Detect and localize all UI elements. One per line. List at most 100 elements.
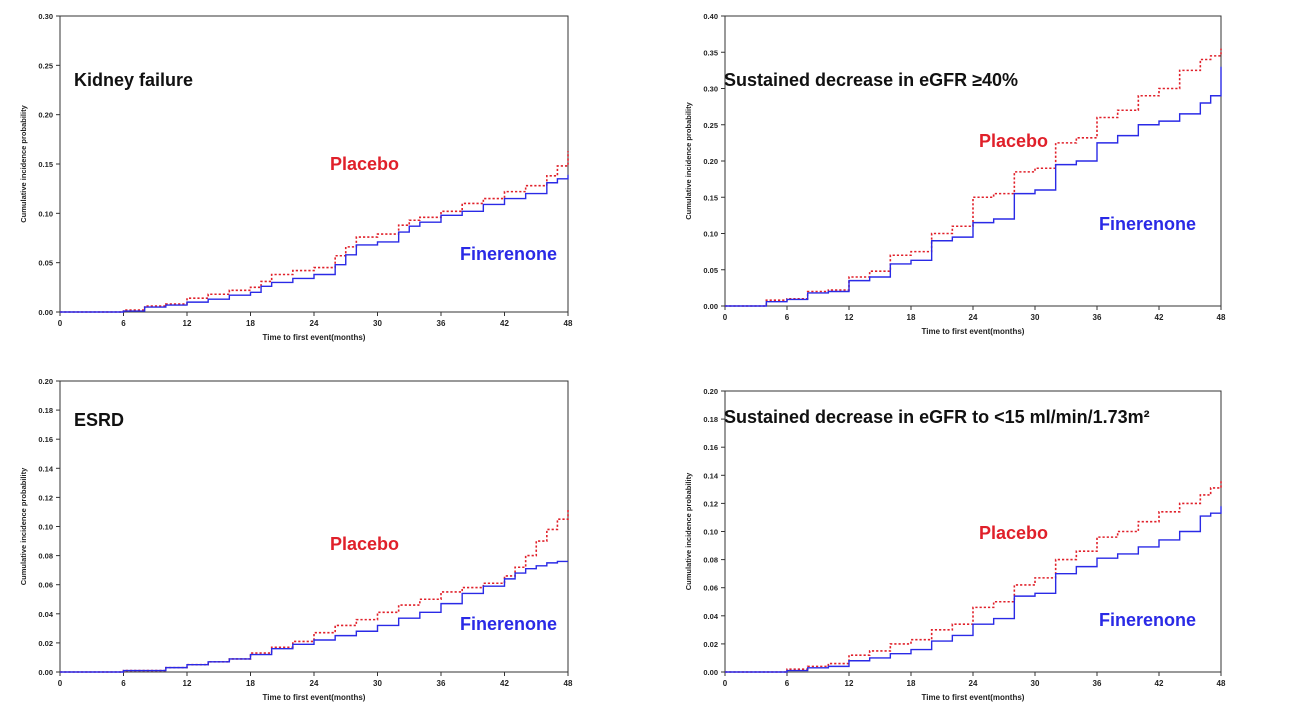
y-tick-label: 0.20 <box>703 157 718 166</box>
y-tick-label: 0.15 <box>703 193 718 202</box>
x-tick-label: 30 <box>373 319 382 328</box>
x-axis-label: Time to first event(months) <box>263 693 366 702</box>
y-tick-label: 0.20 <box>38 111 53 120</box>
chart-panel-kidney-failure: 0 6 12 18 24 30 36 42 48 0.00 0.05 0.10 0.15 0.20 0.25… <box>0 0 649 353</box>
chart-panel-egfr-40: 0 6 12 18 24 30 36 42 48 0.00 0.05 0.10 0.15 0.20 0.25… <box>649 0 1298 353</box>
x-tick-label: 48 <box>1217 313 1226 322</box>
y-tick-label: 0.10 <box>703 528 718 537</box>
y-tick-label: 0.05 <box>703 266 718 275</box>
chart-panel-egfr-15: 0 6 12 18 24 30 36 42 48 0.00 0.02 0.04 0.06 0.08 0.10… <box>649 353 1298 706</box>
x-tick-label: 24 <box>310 319 319 328</box>
y-tick-label: 0.20 <box>38 377 53 386</box>
x-tick-label: 30 <box>1031 313 1040 322</box>
y-tick-label: 0.16 <box>703 443 718 452</box>
series-label-finerenone: Finerenone <box>460 614 557 634</box>
series-label-placebo: Placebo <box>979 523 1048 543</box>
y-tick-label: 0.02 <box>703 640 718 649</box>
y-tick-label: 0.02 <box>38 639 53 648</box>
plot-frame <box>724 15 1222 307</box>
x-tick-label: 6 <box>121 319 126 328</box>
y-tick-label: 0.15 <box>38 160 53 169</box>
x-tick-label: 30 <box>373 679 382 688</box>
x-tick-label: 36 <box>1093 313 1102 322</box>
chart-title: Sustained decrease in eGFR to <15 ml/min… <box>724 407 1150 427</box>
x-tick-label: 18 <box>907 313 916 322</box>
y-tick-label: 0.25 <box>38 61 53 70</box>
y-axis-label: Cumulative incidence probability <box>684 472 693 590</box>
y-tick-label: 0.30 <box>703 85 718 94</box>
chart-panel-esrd: 0 6 12 18 24 30 36 42 48 0.00 0.02 0.04 0.06 0.08 0.10… <box>0 353 649 706</box>
y-tick-label: 0.12 <box>38 493 53 502</box>
x-tick-label: 36 <box>437 679 446 688</box>
series-label-finerenone: Finerenone <box>1099 610 1196 630</box>
x-tick-label: 48 <box>564 319 573 328</box>
chart-svg: 0 6 12 18 24 30 36 42 48 0.00 0.05 0.10 0.15 0.20 0.25… <box>684 12 1226 336</box>
y-tick-label: 0.05 <box>38 259 53 268</box>
chart-title: Kidney failure <box>74 70 193 90</box>
x-tick-label: 18 <box>907 679 916 688</box>
x-tick-label: 0 <box>58 679 63 688</box>
series-line-placebo <box>60 509 569 673</box>
chart-title: Sustained decrease in eGFR ≥40% <box>724 70 1018 90</box>
x-tick-label: 18 <box>246 319 255 328</box>
y-axis-label: Cumulative incidence probability <box>684 101 693 219</box>
y-tick-label: 0.06 <box>703 584 718 593</box>
series-line-placebo <box>725 479 1222 673</box>
series-line-placebo <box>60 151 569 313</box>
x-tick-label: 12 <box>183 679 192 688</box>
x-tick-label: 6 <box>121 679 126 688</box>
x-tick-label: 42 <box>1155 679 1164 688</box>
x-tick-label: 12 <box>845 679 854 688</box>
x-tick-label: 48 <box>564 679 573 688</box>
x-tick-label: 42 <box>500 679 509 688</box>
x-tick-label: 0 <box>723 313 728 322</box>
series-label-finerenone: Finerenone <box>1099 214 1196 234</box>
series-line-finerenone <box>725 506 1222 673</box>
y-tick-label: 0.40 <box>703 12 718 21</box>
y-axis-label: Cumulative incidence probability <box>19 467 28 585</box>
series-label-placebo: Placebo <box>330 534 399 554</box>
y-tick-label: 0.08 <box>38 552 53 561</box>
x-axis-label: Time to first event(months) <box>922 693 1025 702</box>
y-tick-label: 0.12 <box>703 499 718 508</box>
series-line-finerenone <box>725 66 1222 307</box>
chart-svg: 0 6 12 18 24 30 36 42 48 0.00 0.02 0.04 0.06 0.08 0.10… <box>19 377 573 702</box>
chart-svg: 0 6 12 18 24 30 36 42 48 0.00 0.05 0.10 0.15 0.20 0.25… <box>19 12 573 342</box>
y-tick-label: 0.35 <box>703 48 718 57</box>
x-tick-label: 36 <box>437 319 446 328</box>
y-tick-label: 0.14 <box>38 464 53 473</box>
y-tick-label: 0.00 <box>703 668 718 677</box>
series-label-finerenone: Finerenone <box>460 244 557 264</box>
series-label-placebo: Placebo <box>979 131 1048 151</box>
x-tick-label: 48 <box>1217 679 1226 688</box>
y-tick-label: 0.14 <box>703 471 718 480</box>
x-tick-label: 18 <box>246 679 255 688</box>
y-tick-label: 0.20 <box>703 387 718 396</box>
series-line-placebo <box>725 48 1222 307</box>
x-tick-label: 42 <box>500 319 509 328</box>
x-tick-label: 24 <box>310 679 319 688</box>
x-tick-label: 0 <box>58 319 63 328</box>
y-tick-label: 0.18 <box>703 415 718 424</box>
y-tick-label: 0.18 <box>38 406 53 415</box>
x-tick-label: 24 <box>969 313 978 322</box>
y-tick-label: 0.00 <box>703 302 718 311</box>
x-axis-label: Time to first event(months) <box>263 333 366 342</box>
x-tick-label: 12 <box>183 319 192 328</box>
y-tick-label: 0.00 <box>38 308 53 317</box>
x-tick-label: 12 <box>845 313 854 322</box>
y-tick-label: 0.30 <box>38 12 53 21</box>
y-tick-label: 0.06 <box>38 581 53 590</box>
y-tick-label: 0.25 <box>703 121 718 130</box>
y-tick-label: 0.00 <box>38 668 53 677</box>
x-tick-label: 24 <box>969 679 978 688</box>
y-tick-label: 0.16 <box>38 435 53 444</box>
x-tick-label: 6 <box>785 313 790 322</box>
chart-title: ESRD <box>74 410 124 430</box>
y-tick-label: 0.10 <box>38 523 53 532</box>
chart-svg: 0 6 12 18 24 30 36 42 48 0.00 0.02 0.04 0.06 0.08 0.10… <box>684 387 1226 702</box>
x-tick-label: 0 <box>723 679 728 688</box>
series-label-placebo: Placebo <box>330 154 399 174</box>
y-axis-label: Cumulative incidence probability <box>19 104 28 222</box>
x-tick-label: 6 <box>785 679 790 688</box>
